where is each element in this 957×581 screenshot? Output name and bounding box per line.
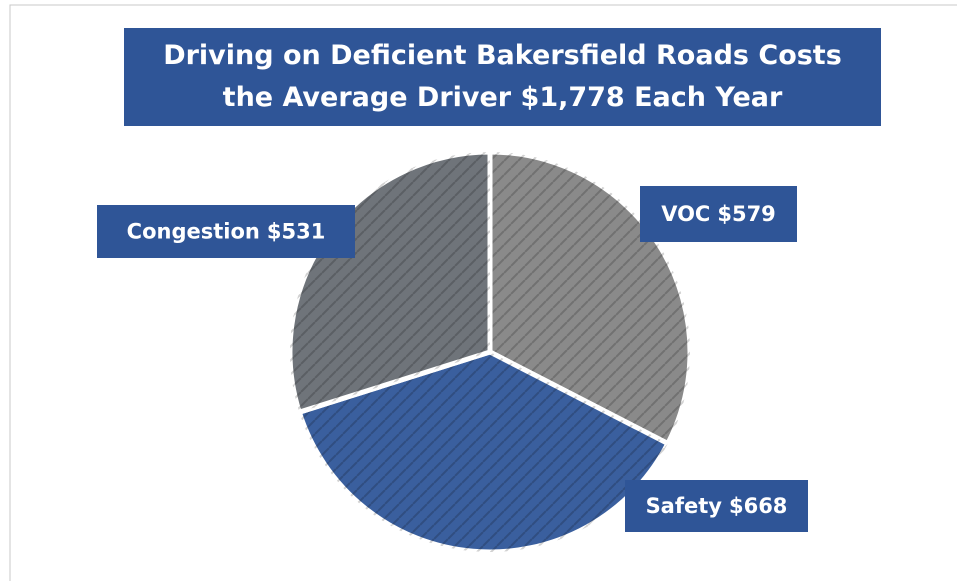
slice-label: Congestion $531 (127, 220, 326, 244)
slice-label: VOC $579 (661, 202, 776, 226)
title-wrap: Driving on Deficient Bakersfield Roads C… (124, 28, 881, 126)
chart-title: Driving on Deficient Bakersfield Roads C… (124, 28, 881, 126)
value-label: $668 (729, 494, 787, 518)
value-label: $579 (717, 202, 775, 226)
page: Driving on Deficient Bakersfield Roads C… (0, 0, 957, 581)
value-label: $531 (267, 220, 325, 244)
chart: Driving on Deficient Bakersfield Roads C… (0, 0, 957, 581)
slice-label: Safety$668 (646, 494, 788, 518)
category-label: Safety (646, 494, 723, 518)
category-label: Congestion (127, 220, 260, 244)
category-label: VOC (661, 202, 710, 226)
